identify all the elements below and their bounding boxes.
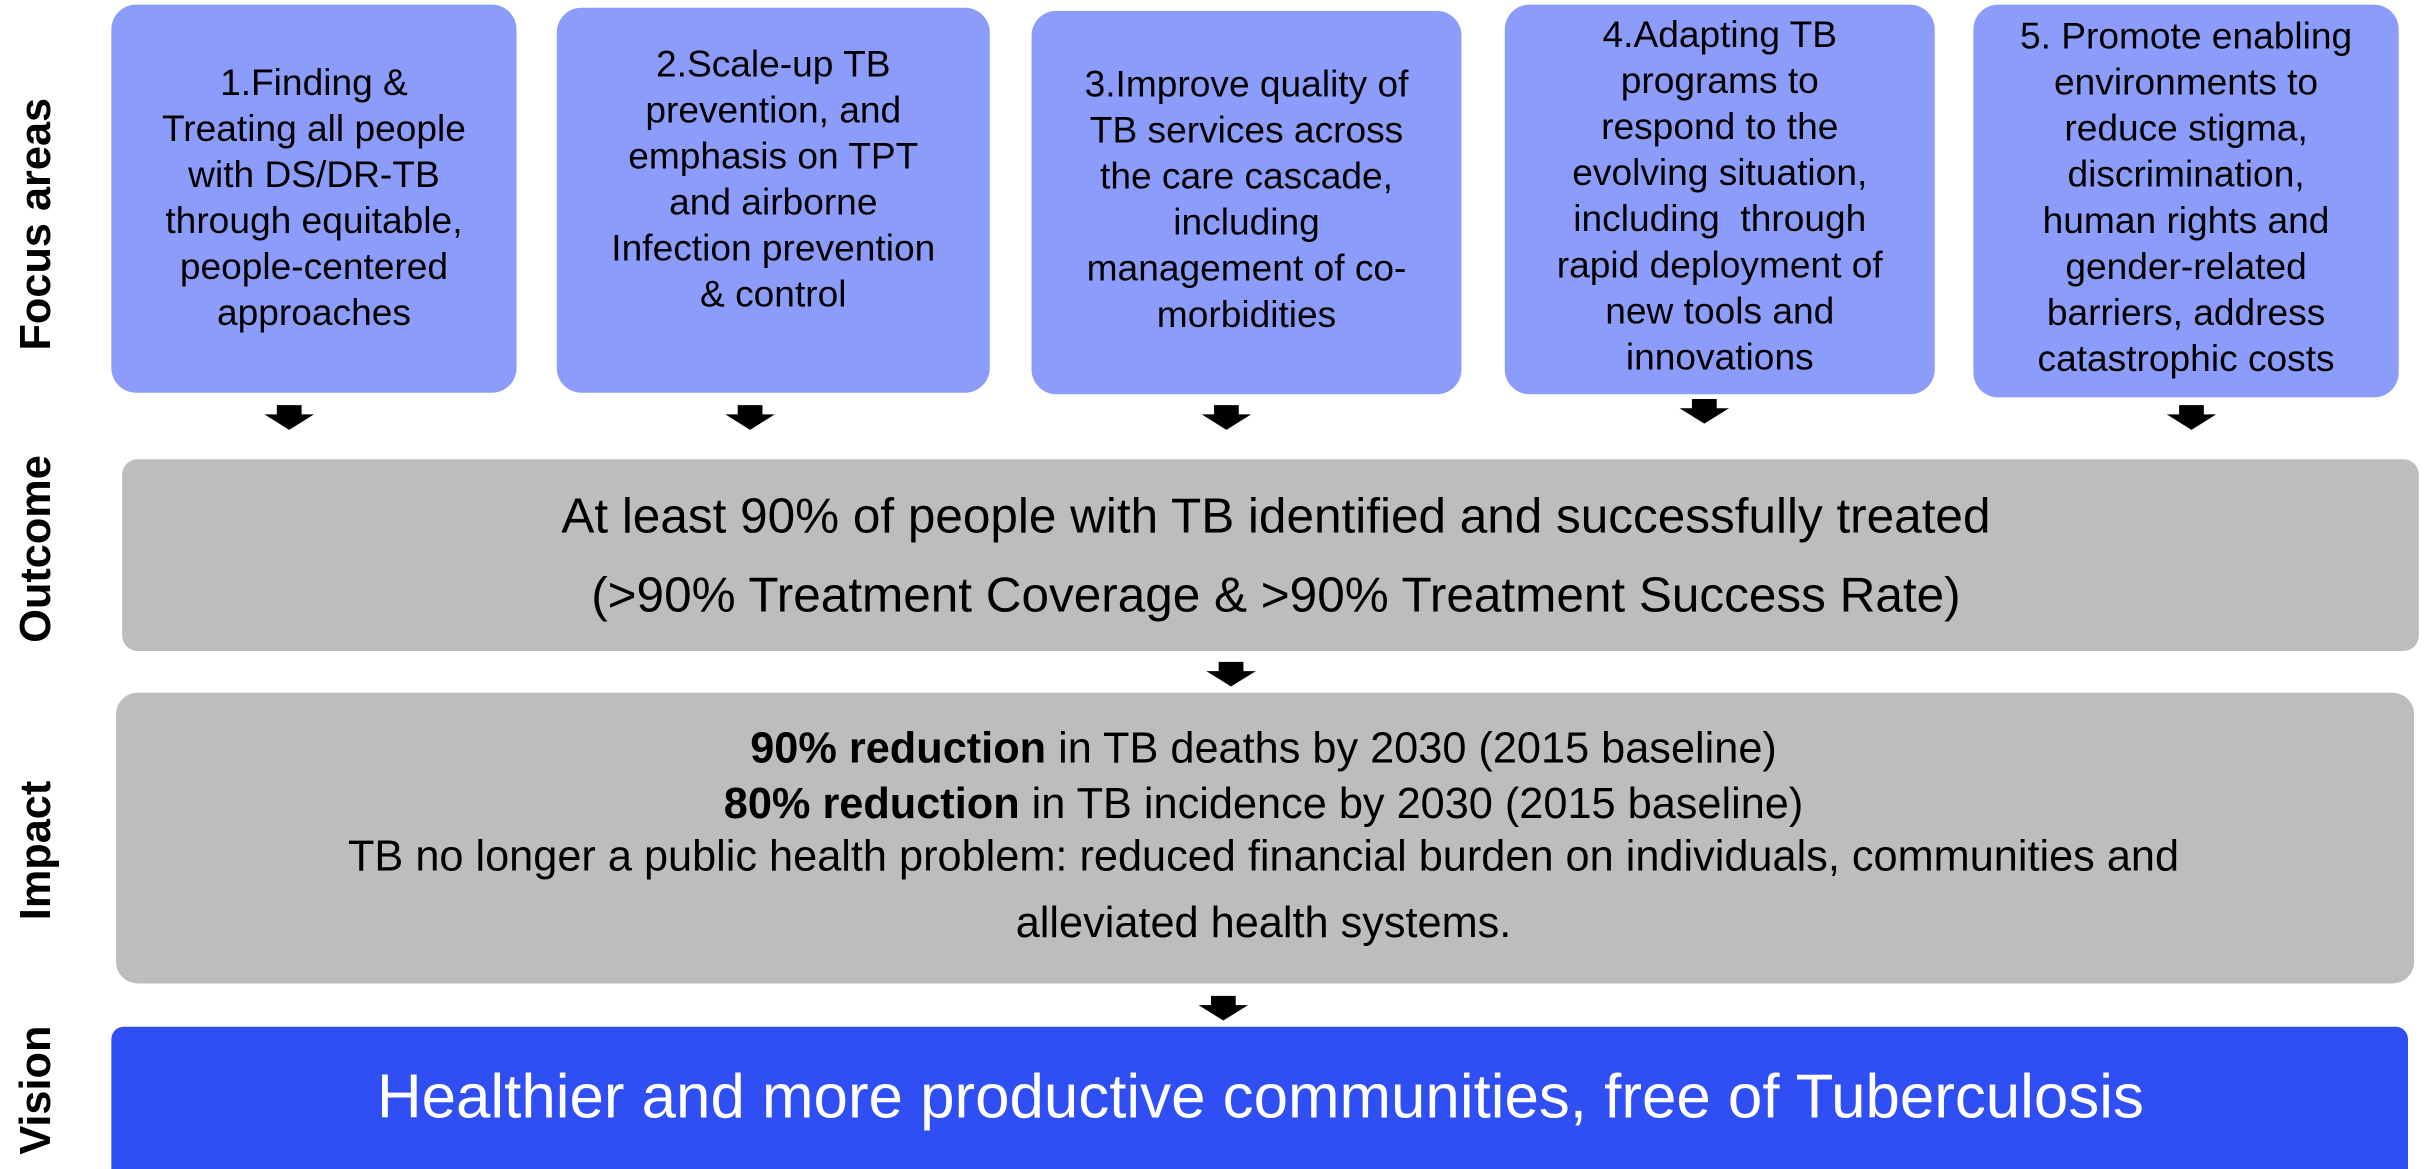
focus-text: respond to the — [1601, 105, 1838, 147]
focus-text: prevention, and — [645, 88, 901, 130]
focus-text: 1.Finding & — [220, 61, 408, 103]
focus-text: management of co- — [1087, 247, 1407, 289]
focus-text: the care cascade, — [1100, 155, 1393, 197]
vision-text: Healthier and more productive communitie… — [377, 1062, 2144, 1131]
impact-text: TB no longer a public health problem: re… — [348, 833, 2179, 881]
focus-text: with DS/DR-TB — [187, 153, 440, 195]
focus-box — [1504, 4, 1935, 395]
focus-box — [111, 4, 517, 393]
focus-text: new tools and — [1605, 289, 1834, 331]
impact-text: 80% reduction in TB incidence by 2030 (2… — [724, 781, 1804, 829]
focus-text: reduce stigma, — [2064, 107, 2307, 149]
impact-line: in TB incidence by 2030 (2015 baseline) — [1020, 781, 1804, 829]
impact-text: alleviated health systems. — [1016, 900, 1512, 948]
impact-line: in TB deaths by 2030 (2015 baseline) — [1046, 725, 1777, 773]
focus-text: through equitable, — [165, 199, 462, 241]
focus-text: 4.Adapting TB — [1603, 13, 1838, 55]
focus-text: human rights and — [2043, 199, 2330, 241]
focus-text: including — [1173, 201, 1319, 243]
focus-text: gender-related — [2065, 245, 2306, 287]
focus-text: environments to — [2054, 61, 2318, 103]
outcome-text: At least 90% of people with TB identifie… — [561, 489, 1990, 544]
row-label: Focus areas — [12, 98, 60, 351]
focus-text: morbidities — [1157, 293, 1336, 335]
focus-box — [1031, 10, 1462, 395]
focus-text: rapid deployment of — [1557, 243, 1884, 285]
focus-text: barriers, address — [2047, 291, 2325, 333]
focus-text: people-centered — [180, 245, 448, 287]
focus-text: TB services across — [1090, 108, 1403, 150]
focus-text: 2.Scale-up TB — [656, 42, 891, 84]
focus-text: catastrophic costs — [2038, 337, 2335, 379]
focus-text: programs to — [1621, 59, 1819, 101]
impact-bold: 80% reduction — [724, 781, 1020, 829]
focus-text: and airborne — [669, 181, 877, 223]
focus-text: including through — [1573, 197, 1866, 239]
focus-box — [556, 7, 990, 393]
focus-text: Infection prevention — [611, 227, 935, 269]
impact-bold: 90% reduction — [750, 725, 1046, 773]
row-label: Outcome — [12, 455, 60, 643]
row-label: Vision — [12, 1026, 60, 1155]
focus-text: evolving situation, — [1572, 151, 1867, 193]
vision-box — [111, 1026, 2408, 1169]
focus-text: Treating all people — [162, 107, 466, 149]
impact-line: TB no longer a public health problem: re… — [348, 833, 2179, 881]
outcome-text: (>90% Treatment Coverage & >90% Treatmen… — [591, 567, 1960, 622]
focus-text: innovations — [1626, 335, 1814, 377]
row-label: Impact — [12, 781, 60, 921]
focus-text: 5. Promote enabling — [2020, 14, 2352, 56]
focus-box — [1973, 4, 2399, 398]
focus-text: 3.Improve quality of — [1085, 62, 1410, 104]
focus-text: discrimination, — [2067, 153, 2304, 195]
focus-text: & control — [700, 273, 846, 315]
impact-box — [115, 692, 2415, 984]
impact-line: alleviated health systems. — [1016, 900, 1512, 948]
impact-text: 90% reduction in TB deaths by 2030 (2015… — [750, 725, 1777, 773]
focus-text: emphasis on TPT — [628, 134, 918, 176]
focus-text: approaches — [217, 291, 411, 333]
outcome-box — [122, 459, 2419, 651]
